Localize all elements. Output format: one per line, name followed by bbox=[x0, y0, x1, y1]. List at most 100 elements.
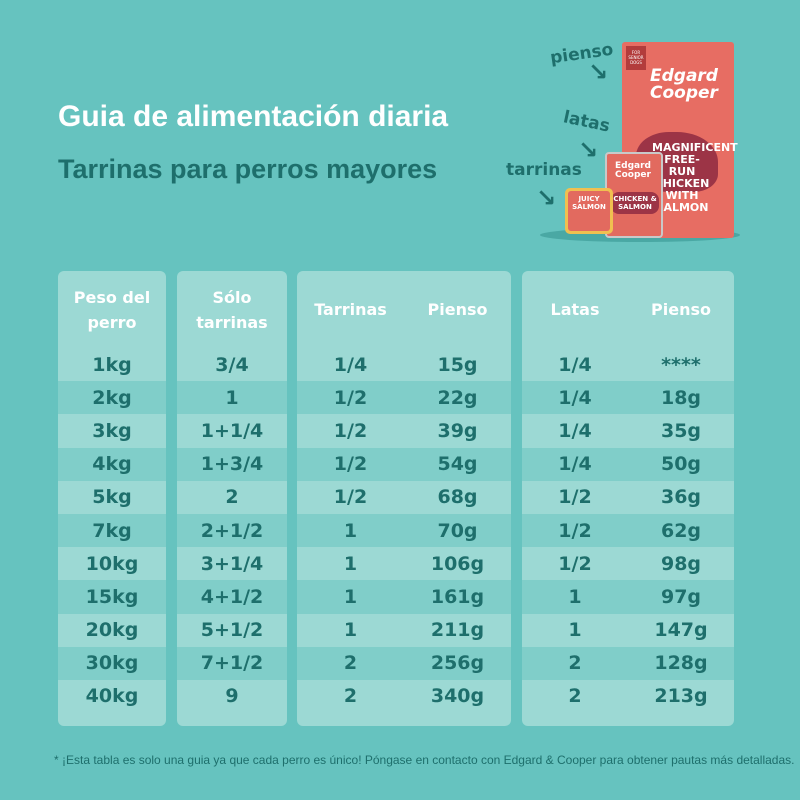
table-row: 5kg bbox=[58, 481, 166, 514]
cell: 1 bbox=[568, 619, 582, 642]
table-row: 2+1/2 bbox=[177, 513, 287, 548]
cell: 3+1/4 bbox=[200, 552, 264, 575]
table-row: 1 161g bbox=[297, 580, 511, 614]
cell: 2 bbox=[568, 652, 582, 675]
cell: 2 bbox=[225, 486, 239, 509]
table-header: Sólo tarrinas bbox=[177, 271, 287, 348]
cell: 30kg bbox=[85, 652, 139, 675]
cell: 1/4 bbox=[558, 353, 592, 376]
table-row: 3/4 bbox=[177, 348, 287, 381]
cell: 40kg bbox=[85, 685, 139, 708]
cell: 5kg bbox=[92, 486, 132, 509]
table-peso: Peso del perro 1kg 2kg 3kg 4kg 5kg 7kg 10kg 15kg… bbox=[58, 271, 166, 726]
cell: 1/2 bbox=[333, 453, 368, 476]
cell: 1/2 bbox=[333, 486, 368, 509]
cell: 22g bbox=[437, 386, 478, 409]
table-row: 1kg bbox=[58, 348, 166, 381]
table-header: Tarrinas Pienso bbox=[297, 271, 511, 348]
cell: 70g bbox=[437, 519, 478, 542]
cell: 1+1/4 bbox=[200, 419, 264, 442]
brand-logo: Edgard Cooper bbox=[615, 161, 651, 180]
cell: 50g bbox=[660, 453, 702, 476]
table-row: 1/2 54g bbox=[297, 447, 511, 481]
cell: 1+3/4 bbox=[200, 453, 264, 476]
cell: 147g bbox=[654, 619, 708, 642]
header-tarrinas: Tarrinas bbox=[314, 300, 387, 319]
header-line: tarrinas bbox=[196, 312, 268, 332]
cell: 1 bbox=[343, 552, 358, 575]
table-header: Peso del perro bbox=[58, 271, 166, 348]
cell: 256g bbox=[430, 652, 485, 675]
cell: **** bbox=[661, 353, 701, 376]
cell: 1/2 bbox=[558, 519, 592, 542]
table-row: 2 213g bbox=[522, 680, 734, 713]
label-latas: latas bbox=[561, 107, 612, 137]
table-row: 40kg bbox=[58, 680, 166, 713]
table-row: 1+3/4 bbox=[177, 447, 287, 481]
cell: 1/4 bbox=[558, 419, 592, 442]
table-row: 1 bbox=[177, 381, 287, 415]
page-title: Guia de alimentación diaria bbox=[58, 100, 449, 133]
cell: 39g bbox=[437, 419, 478, 442]
table-row: 1 70g bbox=[297, 513, 511, 548]
table-solo-tarrinas: Sólo tarrinas 3/4 1 1+1/4 1+3/4 2 2+1/2 3+1/4 4+… bbox=[177, 271, 287, 726]
senior-tag: FOR SENIOR DOGS bbox=[626, 46, 646, 70]
lata-can-image: Edgard Cooper CHICKEN & SALMON bbox=[605, 152, 663, 238]
cell: 1 bbox=[343, 619, 358, 642]
table-row: 2 128g bbox=[522, 646, 734, 680]
table-row: 2kg bbox=[58, 381, 166, 415]
cell: 1kg bbox=[92, 353, 132, 376]
cell: 7kg bbox=[92, 519, 132, 542]
table-row: 1/4 **** bbox=[522, 348, 734, 381]
cell: 3kg bbox=[92, 419, 132, 442]
cell: 1/2 bbox=[558, 486, 592, 509]
table-row: 1/2 98g bbox=[522, 547, 734, 580]
footnote-text: ¡Esta tabla es solo una guia ya que cada… bbox=[62, 753, 795, 767]
cell: 1 bbox=[343, 519, 358, 542]
table-row: 1 211g bbox=[297, 614, 511, 647]
table-row: 4kg bbox=[58, 447, 166, 481]
table-row: 1/4 18g bbox=[522, 381, 734, 415]
table-row: 20kg bbox=[58, 614, 166, 647]
cell: 1/4 bbox=[333, 353, 368, 376]
cell: 15g bbox=[437, 353, 478, 376]
cell: 4kg bbox=[92, 453, 132, 476]
cell: 4+1/2 bbox=[200, 585, 264, 608]
cell: 1 bbox=[343, 585, 358, 608]
tarrina-tray-image: JUICY SALMON bbox=[565, 188, 613, 234]
pienso-bag-image: FOR SENIOR DOGS Edgard Cooper MAGNIFICEN… bbox=[622, 42, 738, 238]
table-latas-pienso: Latas Pienso 1/4 **** 1/4 18g 1/4 35g 1/4 50g 1/2… bbox=[522, 271, 734, 726]
cell: 1/4 bbox=[558, 386, 592, 409]
table-row: 1 106g bbox=[297, 547, 511, 580]
arrow-icon: ↘ bbox=[578, 136, 599, 164]
table-row: 5+1/2 bbox=[177, 614, 287, 647]
cell: 7+1/2 bbox=[200, 652, 264, 675]
tray-product-name: JUICY SALMON bbox=[568, 191, 610, 231]
table-row: 3kg bbox=[58, 414, 166, 447]
header-latas: Latas bbox=[550, 300, 600, 319]
table-row: 3+1/4 bbox=[177, 547, 287, 580]
table-row: 7+1/2 bbox=[177, 646, 287, 680]
table-row: 1/2 62g bbox=[522, 513, 734, 548]
arrow-icon: ↘ bbox=[536, 184, 557, 212]
table-row: 4+1/2 bbox=[177, 580, 287, 614]
cell: 2 bbox=[343, 652, 358, 675]
table-row: 1/4 15g bbox=[297, 348, 511, 381]
brand-logo: Edgard Cooper bbox=[650, 66, 718, 103]
header-line: Sólo bbox=[212, 287, 252, 307]
cell: 213g bbox=[654, 685, 708, 708]
header-line: Peso del bbox=[73, 287, 151, 307]
table-row: 1/2 68g bbox=[297, 481, 511, 514]
cell: 1/2 bbox=[333, 386, 368, 409]
cell: 62g bbox=[660, 519, 702, 542]
cell: 128g bbox=[654, 652, 708, 675]
table-row: 9 bbox=[177, 680, 287, 713]
table-header: Latas Pienso bbox=[522, 271, 734, 348]
header-line: perro bbox=[87, 312, 137, 332]
label-tarrinas: tarrinas bbox=[506, 160, 582, 180]
cell: 18g bbox=[660, 386, 702, 409]
can-product-name: CHICKEN & SALMON bbox=[611, 192, 659, 214]
table-row: 7kg bbox=[58, 513, 166, 548]
cell: 1/2 bbox=[558, 552, 592, 575]
table-row: 1 97g bbox=[522, 580, 734, 614]
